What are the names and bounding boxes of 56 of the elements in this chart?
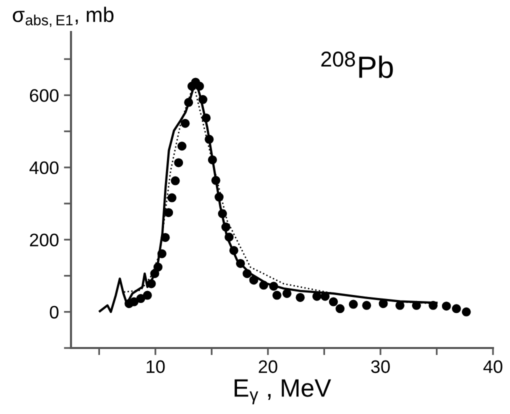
- point: [348, 300, 358, 309]
- y-tick-label: 400: [29, 161, 58, 174]
- point: [184, 98, 194, 107]
- point: [142, 290, 152, 300]
- point: [259, 280, 268, 290]
- y-tick-label: 600: [30, 89, 58, 102]
- point: [378, 299, 388, 308]
- point: [282, 288, 292, 298]
- x-tick-label: 40: [483, 360, 502, 374]
- point: [221, 222, 230, 232]
- point: [130, 297, 139, 306]
- point: [428, 300, 438, 310]
- point: [269, 282, 278, 291]
- annotation: $^{208}$Pb: [321, 52, 393, 78]
- point: [224, 232, 234, 242]
- point: [146, 279, 156, 288]
- point: [153, 262, 162, 272]
- point: [211, 176, 220, 185]
- y-axis-title: σ$_{abs,E1}$, mb: [12, 6, 114, 28]
- point: [328, 297, 338, 306]
- point: [218, 209, 227, 218]
- point: [320, 292, 330, 301]
- x-axis-title: E$_{γ}$ , MeV: [234, 379, 332, 404]
- point: [136, 294, 146, 304]
- point: [177, 142, 186, 151]
- y-tick-label: 0: [50, 306, 58, 319]
- x-tick-label: 20: [258, 360, 278, 374]
- point: [180, 118, 190, 128]
- x-tick-label: 30: [371, 360, 390, 374]
- x-tick-label: 10: [146, 360, 165, 374]
- point: [229, 246, 238, 255]
- point: [170, 176, 180, 186]
- point: [160, 232, 170, 242]
- point: [412, 300, 421, 310]
- point: [242, 269, 252, 278]
- point: [208, 155, 217, 164]
- point: [462, 307, 471, 316]
- point: [249, 276, 258, 285]
- point: [167, 193, 176, 202]
- point: [157, 249, 166, 258]
- point: [195, 82, 204, 91]
- point: [202, 113, 211, 122]
- point: [442, 302, 451, 311]
- point: [204, 134, 214, 144]
- y-tick-label: 200: [30, 234, 58, 246]
- point: [174, 158, 184, 168]
- point: [236, 258, 245, 268]
- point: [272, 290, 282, 300]
- point: [214, 192, 224, 202]
- point: [164, 208, 174, 218]
- point: [198, 95, 208, 104]
- point: [336, 304, 345, 314]
- point: [296, 292, 305, 302]
- point: [362, 300, 372, 310]
- point: [150, 269, 160, 278]
- point: [452, 304, 461, 314]
